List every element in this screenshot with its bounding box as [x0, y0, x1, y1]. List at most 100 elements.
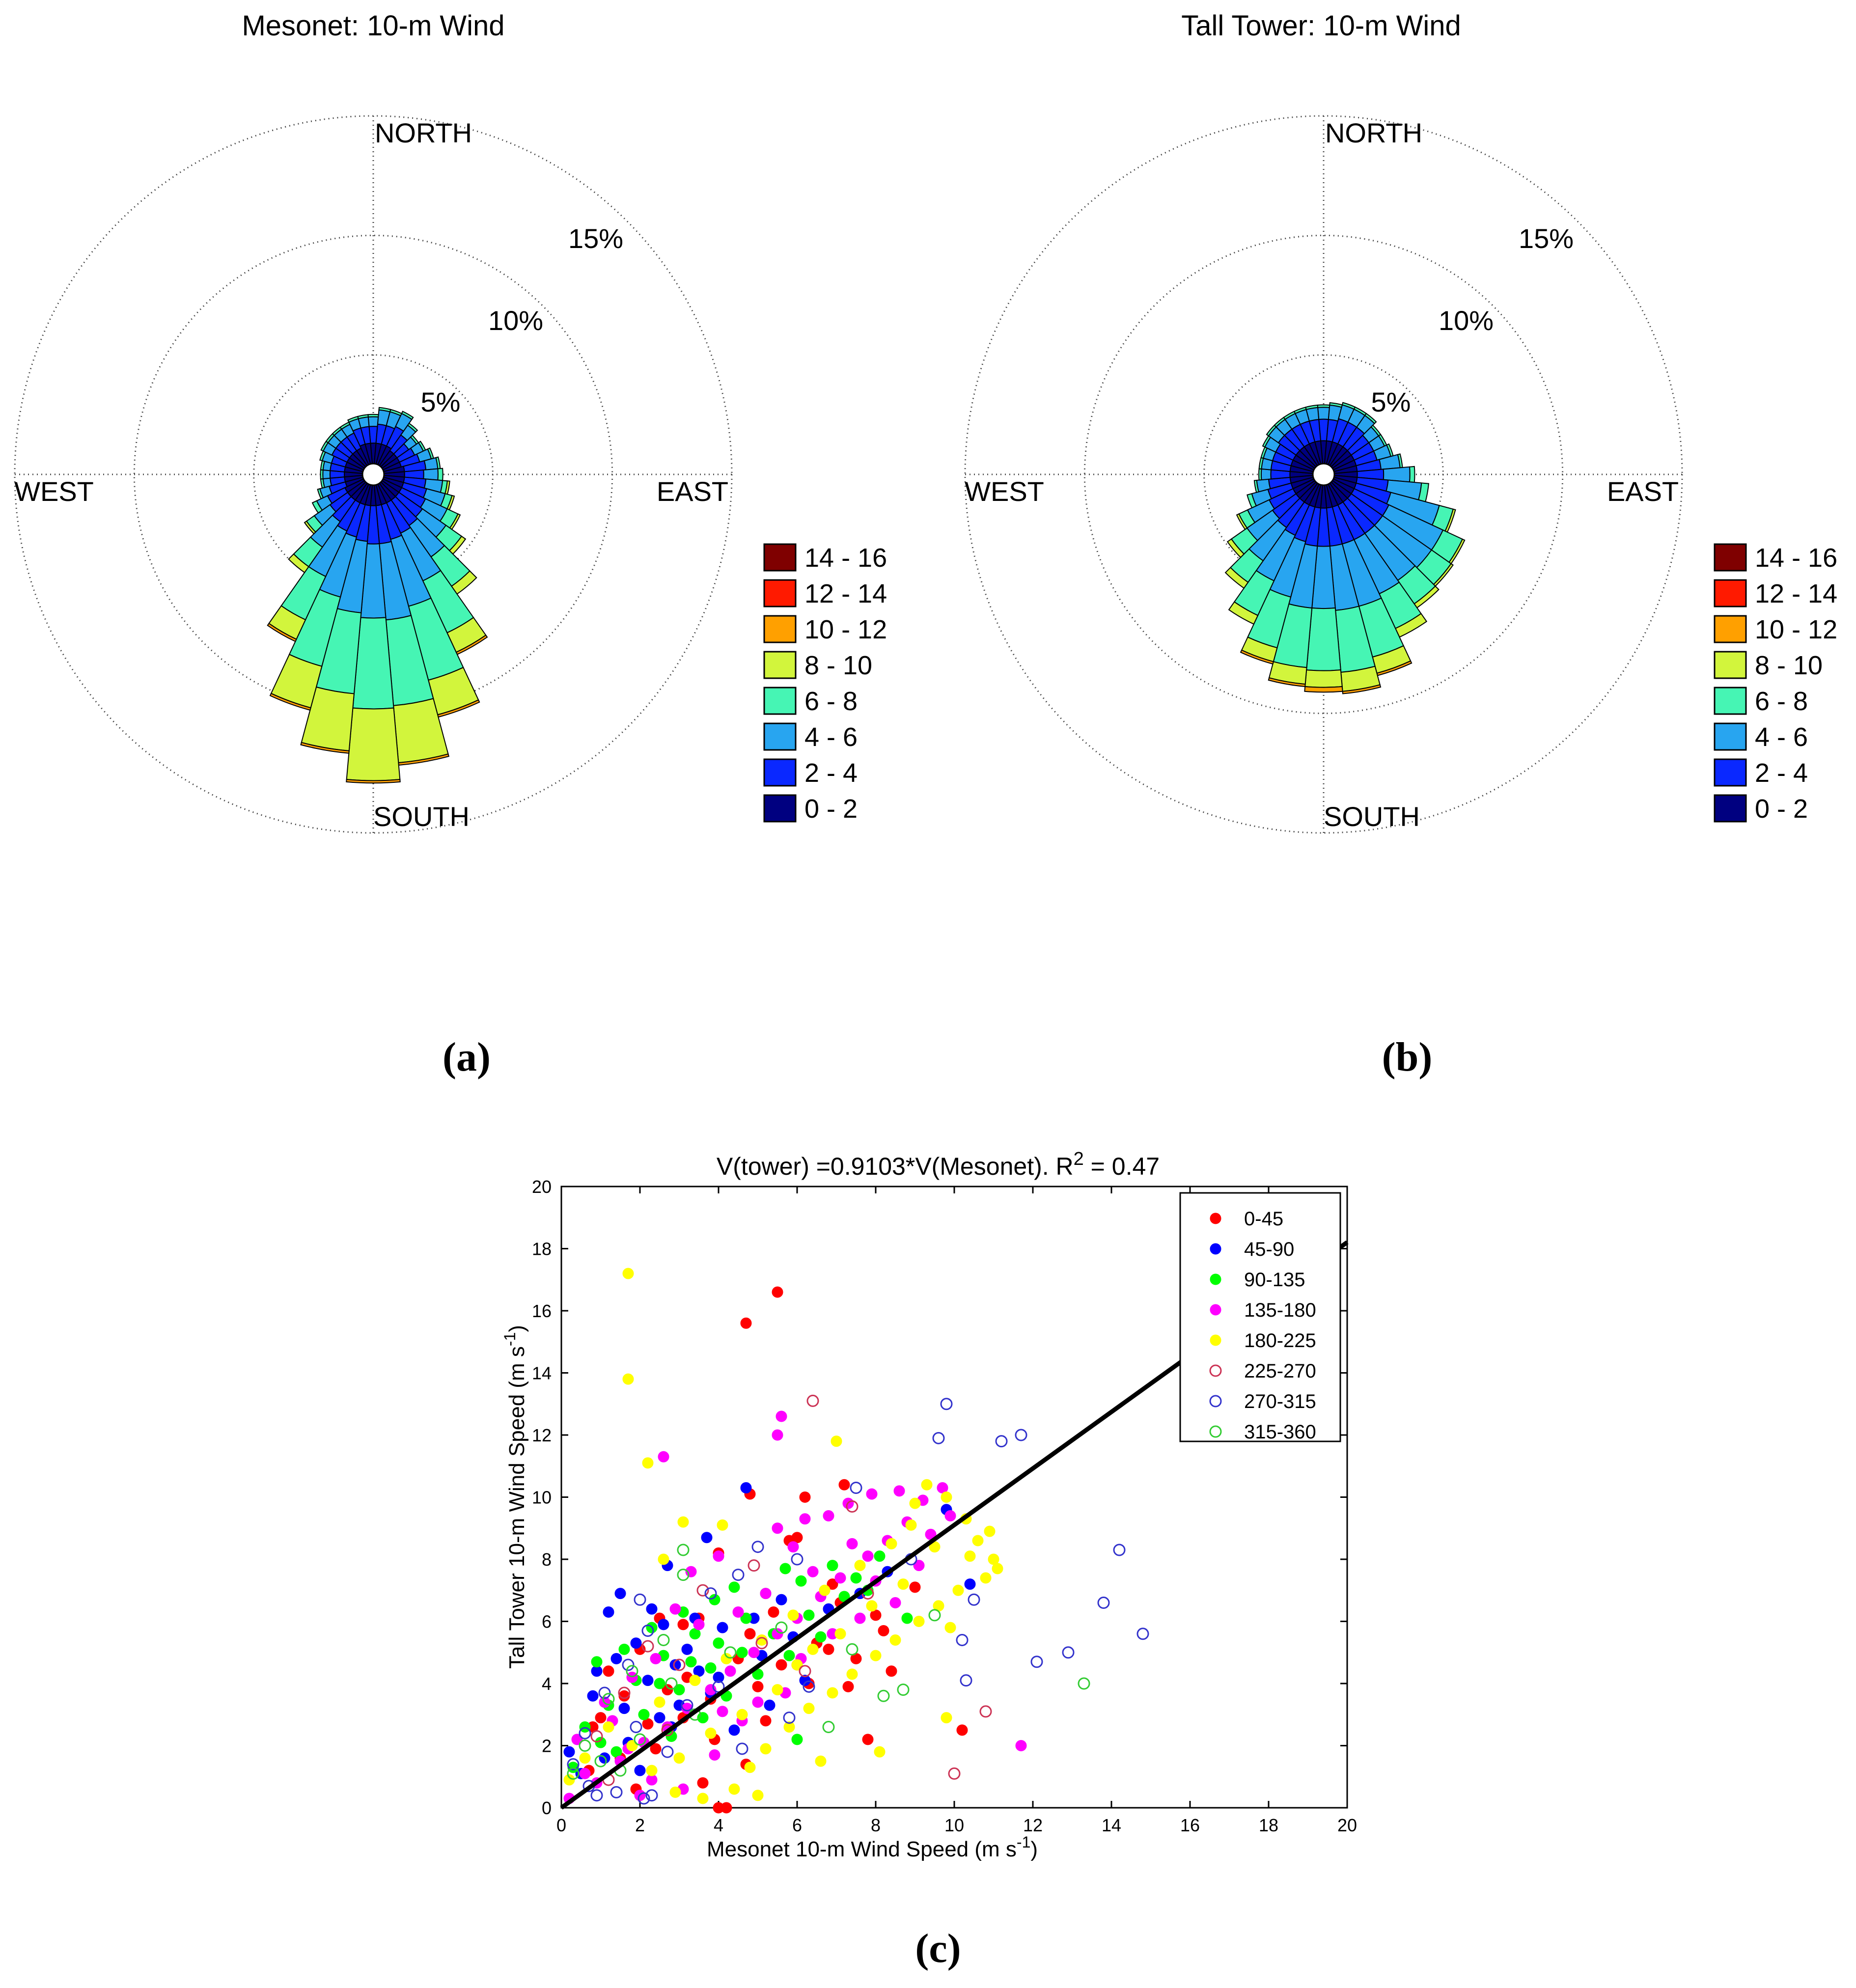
point-45-90 [587, 1690, 599, 1702]
point-135-180 [713, 1550, 724, 1562]
point-180-225 [870, 1650, 882, 1661]
legend-swatch-3 [1714, 651, 1747, 679]
point-180-225 [831, 1436, 842, 1447]
direction-legend: 0-45 45-90 90-135 135-180 180-225 225-270 270-… [1179, 1192, 1341, 1443]
rose-segment-230-bin-4 [304, 520, 317, 535]
point-0-45 [878, 1625, 889, 1636]
legend-label-2: 10 - 12 [1755, 615, 1837, 644]
point-315-360 [594, 1755, 607, 1767]
rose-segment-200-bin-5 [269, 692, 311, 711]
point-45-90 [603, 1606, 614, 1618]
legend-entry-0-45: 0-45 [1244, 1208, 1283, 1230]
point-180-225 [791, 1659, 803, 1671]
legend-swatch-5 [763, 722, 797, 751]
point-270-315 [661, 1745, 674, 1758]
point-270-315 [634, 1593, 646, 1606]
compass-south: SOUTH [1324, 801, 1420, 832]
point-180-225 [964, 1550, 976, 1562]
point-270-315 [1113, 1544, 1126, 1556]
point-270-315 [567, 1758, 580, 1770]
rose-segment-170-bin-5 [1342, 684, 1382, 694]
point-270-315 [791, 1553, 803, 1566]
point-90-135 [685, 1656, 697, 1668]
legend-label-7: 0 - 2 [804, 794, 858, 824]
point-90-135 [709, 1594, 720, 1605]
ring-label-10: 10% [1439, 305, 1494, 336]
rose-segment-270-bin-3 [1258, 468, 1262, 481]
point-180-225 [905, 1519, 917, 1531]
wind-rose-mesonet: Mesonet: 10-m Wind NORTH EAST SOUTH WEST… [14, 10, 887, 1080]
point-180-225 [866, 1600, 878, 1612]
point-45-90 [717, 1622, 728, 1633]
point-135-180 [799, 1513, 811, 1525]
point-270-315 [783, 1712, 796, 1724]
point-270-315 [968, 1593, 980, 1606]
legend-marker-45-90 [1210, 1243, 1221, 1255]
point-180-225 [689, 1675, 701, 1686]
point-135-180 [913, 1560, 925, 1572]
point-180-225 [626, 1740, 638, 1751]
point-90-135 [779, 1563, 791, 1574]
legend-swatch-5 [1714, 722, 1747, 751]
rose-segment-250-bin-3 [1247, 493, 1257, 509]
point-225-270 [806, 1394, 819, 1407]
compass-north: NORTH [375, 117, 472, 148]
legend-label-3: 8 - 10 [804, 651, 872, 680]
y-tick-label: 6 [542, 1612, 552, 1632]
point-270-315 [736, 1742, 748, 1755]
legend-label-6: 2 - 4 [1755, 758, 1808, 788]
x-tick-label: 16 [1180, 1815, 1200, 1835]
point-135-180 [834, 1572, 846, 1584]
point-315-360 [1078, 1677, 1090, 1690]
point-270-315 [598, 1686, 611, 1699]
point-90-135 [713, 1637, 724, 1649]
rose-segment-30-bin-3 [401, 411, 414, 420]
point-90-135 [795, 1575, 807, 1587]
x-tick-label: 14 [1102, 1815, 1121, 1835]
point-180-225 [921, 1479, 933, 1491]
point-0-45 [776, 1659, 787, 1671]
point-180-225 [787, 1609, 799, 1621]
point-270-315 [932, 1432, 945, 1444]
point-180-225 [803, 1703, 815, 1714]
point-225-270 [618, 1686, 631, 1699]
point-315-360 [846, 1643, 859, 1656]
point-135-180 [776, 1410, 787, 1422]
point-225-270 [673, 1658, 686, 1671]
legend-entry-180-225: 180-225 [1244, 1330, 1316, 1352]
x-tick-label: 2 [635, 1815, 645, 1835]
rose-segment-270-bin-3 [320, 469, 324, 480]
point-180-225 [941, 1491, 952, 1503]
rose-segment-90-bin-2 [423, 468, 439, 481]
point-135-180 [658, 1451, 669, 1463]
point-90-135 [740, 1612, 752, 1624]
legend-marker-315-360 [1209, 1425, 1222, 1438]
point-180-225 [720, 1653, 732, 1664]
point-45-90 [713, 1671, 724, 1683]
point-45-90 [563, 1746, 575, 1758]
rose-segment-210-bin-4 [1228, 601, 1259, 625]
point-90-135 [736, 1647, 748, 1658]
rose-segment-90-bin-3 [1409, 466, 1415, 483]
ring-label-5: 5% [1371, 387, 1411, 417]
legend-label-3: 8 - 10 [1755, 651, 1823, 680]
ring-label-10: 10% [488, 305, 543, 336]
point-270-315 [1062, 1646, 1075, 1659]
point-315-360 [579, 1740, 591, 1752]
point-180-225 [654, 1696, 665, 1708]
point-315-360 [928, 1609, 941, 1622]
point-135-180 [626, 1671, 638, 1683]
point-45-90 [799, 1675, 811, 1686]
point-45-90 [776, 1594, 787, 1605]
point-225-270 [696, 1584, 709, 1597]
point-135-180 [571, 1734, 583, 1745]
point-45-90 [764, 1699, 776, 1711]
rose-center-hole [1312, 463, 1335, 486]
compass-east: EAST [1607, 476, 1679, 507]
point-225-270 [799, 1665, 811, 1678]
x-tick-label: 10 [944, 1815, 964, 1835]
point-180-225 [909, 1497, 921, 1509]
point-135-180 [748, 1647, 760, 1658]
point-135-180 [709, 1749, 720, 1761]
point-180-225 [697, 1793, 709, 1804]
